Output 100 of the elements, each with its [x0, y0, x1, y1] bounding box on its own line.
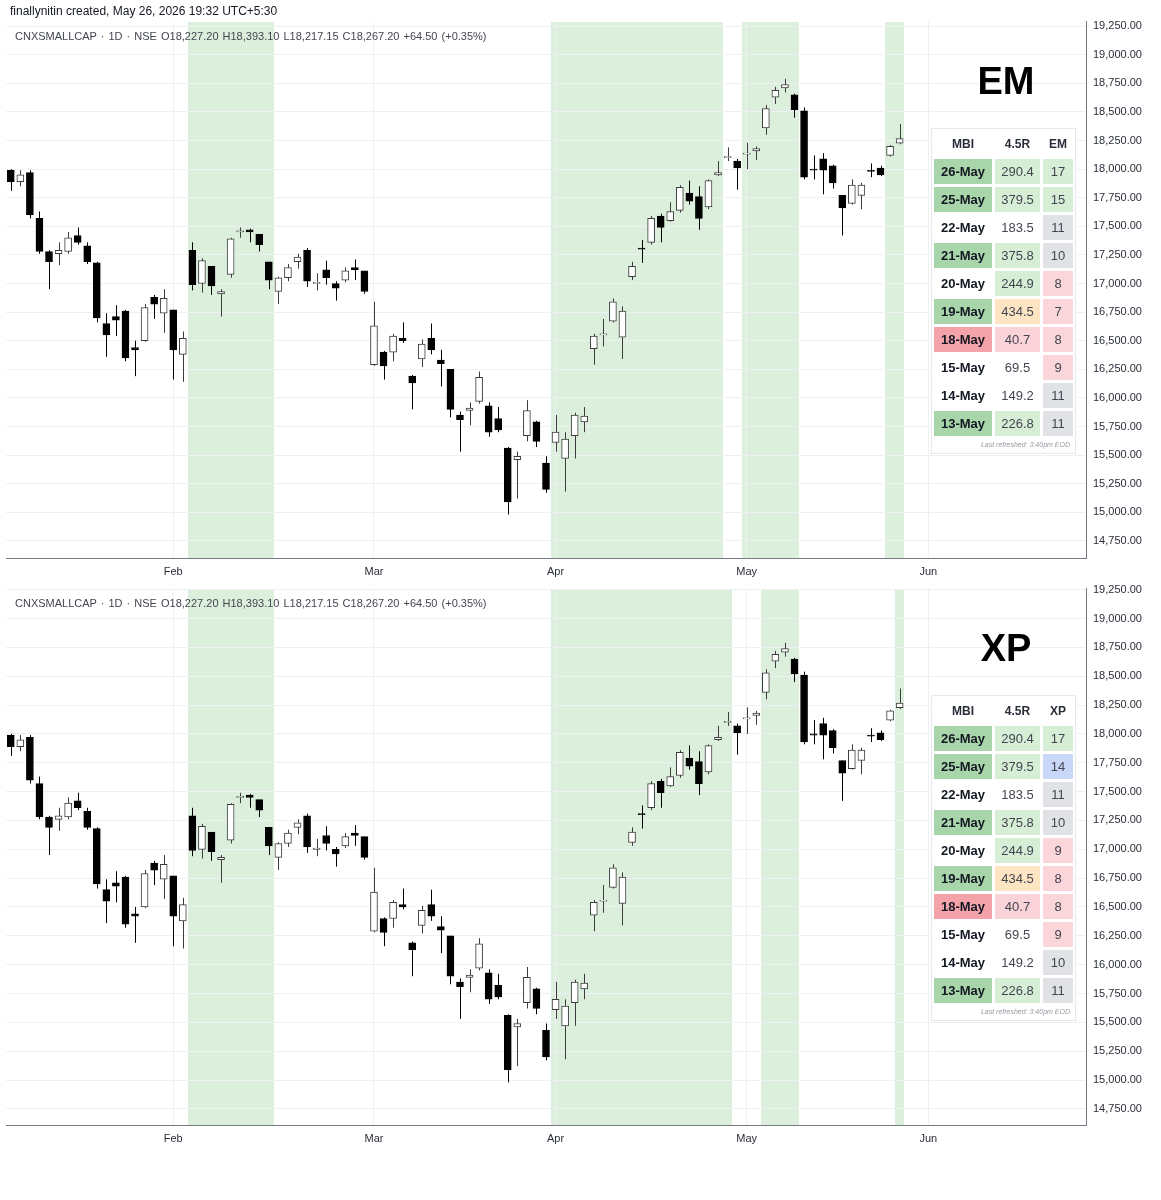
category-label: 13-May: [934, 978, 992, 1003]
data-label: 244.9: [995, 271, 1040, 296]
category-label: 18-May: [934, 894, 992, 919]
y-tick-label: 17,750.00: [1093, 190, 1142, 203]
data-label: 10: [1043, 950, 1073, 975]
text: MBI: [951, 135, 975, 153]
y-tick-label: 18,000.00: [1093, 726, 1142, 739]
y-tick-label: 18,750.00: [1093, 640, 1142, 653]
y-tick-label: 16,750.00: [1093, 871, 1142, 884]
data-label: 9: [1043, 922, 1073, 947]
text: EM: [976, 60, 1036, 102]
data-label: 14: [1043, 754, 1073, 779]
y-tick-label: 19,000.00: [1093, 611, 1142, 624]
x-tick-label: Apr: [546, 1131, 565, 1144]
category-label: 22-May: [934, 215, 992, 240]
data-label: 11: [1043, 411, 1073, 436]
y-tick-label: 15,250.00: [1093, 1044, 1142, 1057]
category-label: 26-May: [934, 726, 992, 751]
data-label: 40.7: [995, 894, 1040, 919]
y-tick-label: 17,500.00: [1093, 784, 1142, 797]
category-label: 26-May: [934, 159, 992, 184]
x-tick-label: May: [736, 564, 758, 577]
data-label: 8: [1043, 327, 1073, 352]
text: MBI: [951, 702, 975, 720]
data-label: 10: [1043, 243, 1073, 268]
y-tick-label: 16,250.00: [1093, 928, 1142, 941]
data-label: 226.8: [995, 978, 1040, 1003]
y-tick-label: 16,750.00: [1093, 305, 1142, 318]
y-tick-label: 15,750.00: [1093, 419, 1142, 432]
y-tick-label: 19,000.00: [1093, 47, 1142, 60]
category-label: 18-May: [934, 327, 992, 352]
category-label: 15-May: [934, 922, 992, 947]
data-label: 9: [1043, 355, 1073, 380]
y-tick-label: 17,250.00: [1093, 247, 1142, 260]
data-label: 183.5: [995, 215, 1040, 240]
x-tick-label: Mar: [364, 564, 384, 577]
data-label: 244.9: [995, 838, 1040, 863]
series-label: EM: [1048, 135, 1068, 153]
category-label: 20-May: [934, 271, 992, 296]
data-label: 183.5: [995, 782, 1040, 807]
text: finallynitin created, May 26, 2026 19:32 UTC+5:30: [10, 4, 278, 18]
x-tick-label: Feb: [163, 1131, 183, 1144]
y-tick-label: 18,500.00: [1093, 669, 1142, 682]
data-label: 149.2: [995, 383, 1040, 408]
y-tick-label: 16,000.00: [1093, 957, 1142, 970]
y-tick-label: 16,500.00: [1093, 900, 1142, 913]
data-label: 11: [1043, 978, 1073, 1003]
data-label: 7: [1043, 299, 1073, 324]
x-tick-label: Mar: [364, 1131, 384, 1144]
y-tick-label: 14,750.00: [1093, 1101, 1142, 1114]
y-tick-label: 15,500.00: [1093, 1015, 1142, 1028]
y-tick-label: 16,250.00: [1093, 362, 1142, 375]
data-label: 375.8: [995, 243, 1040, 268]
y-tick-label: 14,750.00: [1093, 533, 1142, 546]
data-label: 434.5: [995, 299, 1040, 324]
category-label: 22-May: [934, 782, 992, 807]
y-tick-label: 17,000.00: [1093, 276, 1142, 289]
data-label: 379.5: [995, 187, 1040, 212]
data-label: 8: [1043, 866, 1073, 891]
category-label: 25-May: [934, 187, 992, 212]
category-label: 14-May: [934, 383, 992, 408]
category-label: 21-May: [934, 243, 992, 268]
x-tick-label: Apr: [546, 564, 565, 577]
data-label: 9: [1043, 838, 1073, 863]
y-tick-label: 15,500.00: [1093, 448, 1142, 461]
y-tick-label: 16,500.00: [1093, 333, 1142, 346]
y-tick-label: 18,250.00: [1093, 698, 1142, 711]
y-tick-label: 17,250.00: [1093, 813, 1142, 826]
data-label: 10: [1043, 810, 1073, 835]
category-label: 21-May: [934, 810, 992, 835]
data-label: 69.5: [995, 355, 1040, 380]
y-tick-label: 18,500.00: [1093, 104, 1142, 117]
category-label: 14-May: [934, 950, 992, 975]
y-tick-label: 15,250.00: [1093, 476, 1142, 489]
y-tick-label: 18,250.00: [1093, 133, 1142, 146]
x-tick-label: Jun: [919, 564, 938, 577]
y-tick-label: 15,000.00: [1093, 1073, 1142, 1086]
data-label: 69.5: [995, 922, 1040, 947]
y-tick-label: 17,000.00: [1093, 842, 1142, 855]
data-label: 11: [1043, 215, 1073, 240]
data-label: 17: [1043, 726, 1073, 751]
data-label: 149.2: [995, 950, 1040, 975]
series-label: XP: [1049, 702, 1067, 720]
data-label: 40.7: [995, 327, 1040, 352]
data-label: 226.8: [995, 411, 1040, 436]
y-tick-label: 18,750.00: [1093, 76, 1142, 89]
x-tick-label: Feb: [163, 564, 183, 577]
y-tick-label: 17,500.00: [1093, 219, 1142, 232]
category-label: 20-May: [934, 838, 992, 863]
text: CNXSMALLCAP · 1D · NSE O18,227.20 H18,393.10 L18,217.15 C18,267.20 +64.50 (+0.35%): [15, 30, 487, 43]
data-label: 434.5: [995, 866, 1040, 891]
series-label: 4.5R: [1003, 702, 1032, 720]
data-label: 15: [1043, 187, 1073, 212]
data-label: 379.5: [995, 754, 1040, 779]
category-label: 15-May: [934, 355, 992, 380]
data-label: 290.4: [995, 726, 1040, 751]
data-label: 8: [1043, 894, 1073, 919]
data-label: 11: [1043, 383, 1073, 408]
data-label: 375.8: [995, 810, 1040, 835]
y-tick-label: 19,250.00: [1093, 19, 1142, 32]
